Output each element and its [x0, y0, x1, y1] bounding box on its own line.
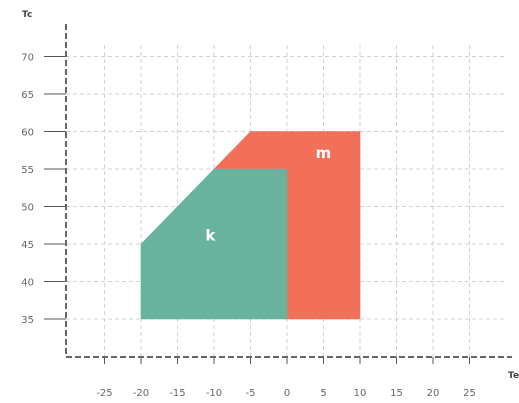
- y-tick-label: 60: [21, 128, 34, 139]
- y-tick-label: 50: [21, 203, 34, 214]
- tick-labels: -25 -20 -15 -10 -5 0 5 10 15 20 25 35 40 45 50 55 60 65 70: [21, 53, 476, 400]
- y-tick-label: 70: [21, 53, 34, 64]
- y-tick-label: 65: [21, 90, 34, 101]
- x-tick-label: 20: [427, 388, 440, 399]
- y-tick-label: 55: [21, 165, 34, 176]
- x-tick-label: -10: [206, 388, 222, 399]
- x-tick-label: 25: [463, 388, 476, 399]
- y-tick-label: 35: [21, 315, 34, 326]
- regions: mk: [140, 131, 361, 320]
- x-axis-title: Te: [508, 371, 519, 381]
- y-axis-title: Tc: [22, 10, 32, 20]
- x-tick-label: 0: [284, 388, 290, 399]
- x-tick-label: -25: [96, 388, 112, 399]
- axes: [44, 24, 512, 364]
- region-k: [140, 168, 288, 320]
- x-tick-label: -20: [133, 388, 149, 399]
- region-label-k: k: [205, 226, 216, 244]
- y-tick-label: 45: [21, 240, 34, 251]
- x-tick-label: 10: [354, 388, 367, 399]
- y-tick-label: 40: [21, 278, 34, 289]
- x-tick-label: -15: [169, 388, 185, 399]
- region-label-m: m: [316, 144, 332, 162]
- x-tick-label: 5: [320, 388, 326, 399]
- x-tick-label: 15: [390, 388, 403, 399]
- x-tick-label: -5: [246, 388, 256, 399]
